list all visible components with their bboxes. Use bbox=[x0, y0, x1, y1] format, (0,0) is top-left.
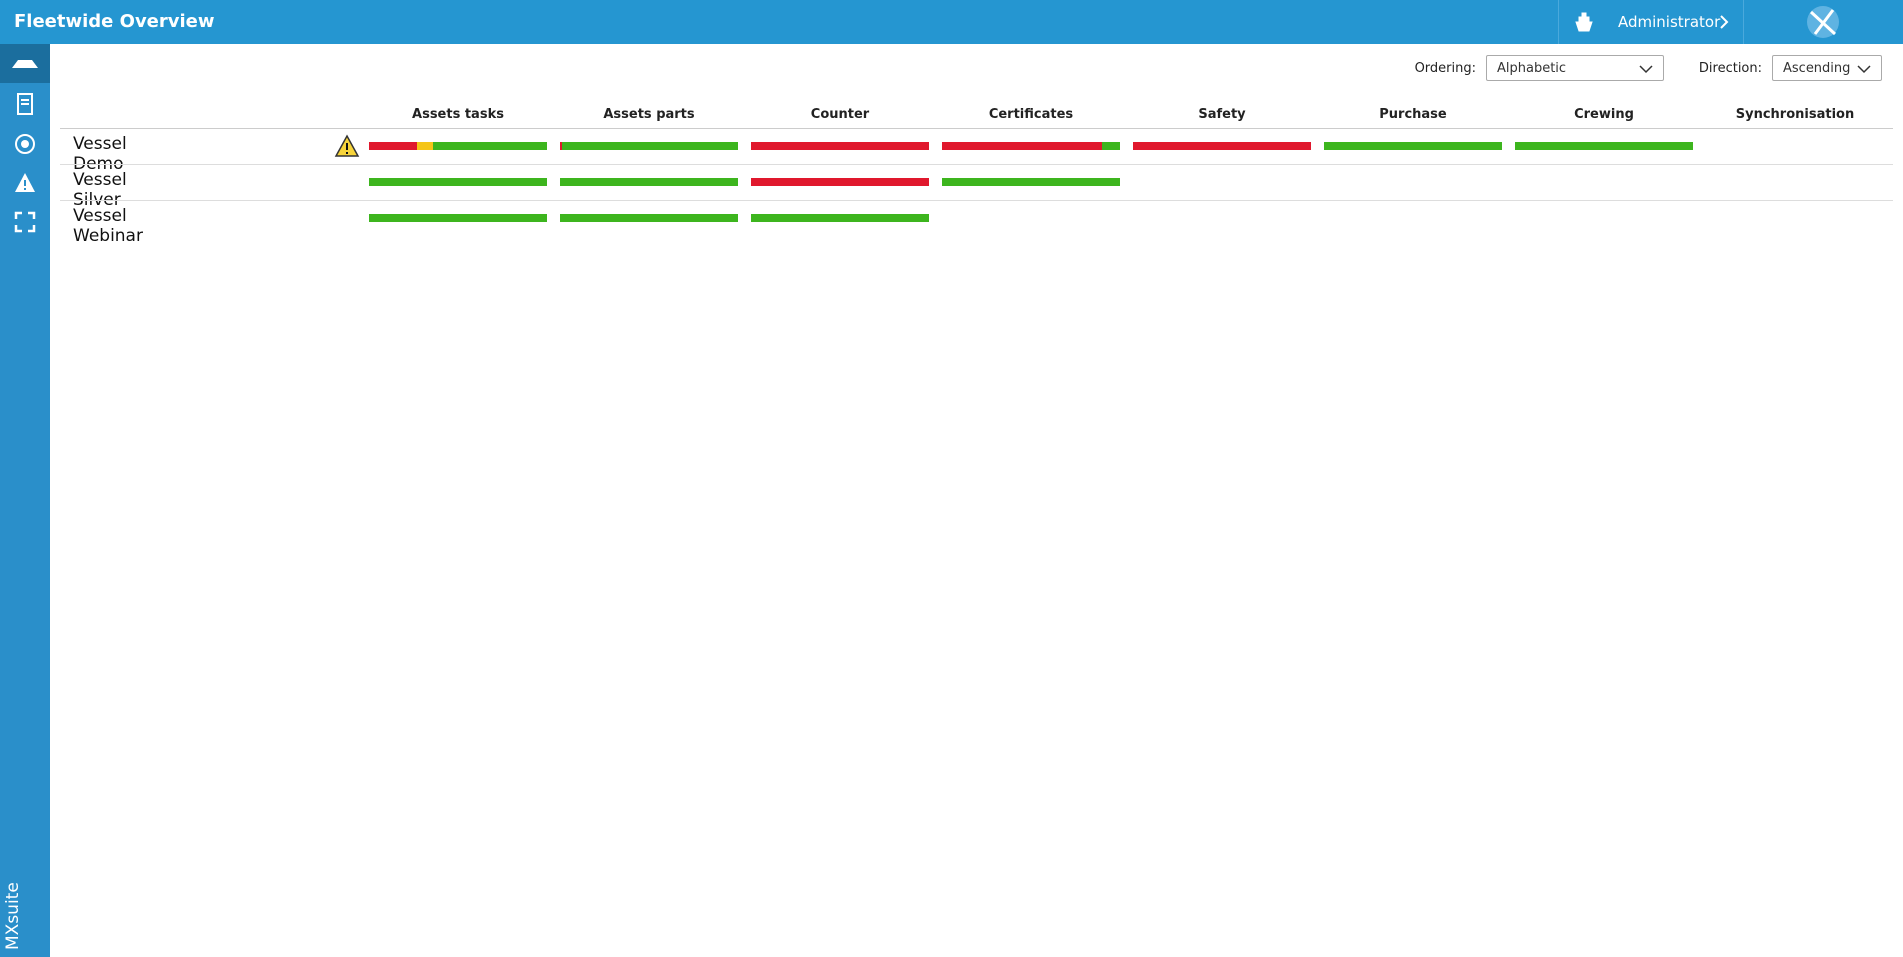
status-segment bbox=[561, 142, 738, 150]
ordering-select[interactable]: Alphabetic bbox=[1486, 55, 1664, 81]
status-segment bbox=[942, 142, 1103, 150]
status-segment bbox=[369, 178, 547, 186]
page-title: Fleetwide Overview bbox=[14, 11, 215, 32]
nav-alerts[interactable] bbox=[13, 171, 37, 195]
nav-budget[interactable] bbox=[13, 132, 37, 156]
divider bbox=[1743, 0, 1744, 44]
sidebar: MXsuite bbox=[0, 44, 50, 957]
nav-documents[interactable] bbox=[13, 92, 37, 116]
status-segment bbox=[417, 142, 434, 150]
status-segment bbox=[1324, 142, 1502, 150]
column-header: Assets tasks bbox=[412, 107, 504, 122]
nav-fullscreen[interactable] bbox=[13, 210, 37, 234]
status-segment bbox=[942, 178, 1120, 186]
divider bbox=[1558, 0, 1559, 44]
direction-label: Direction: bbox=[1698, 61, 1762, 76]
status-segment bbox=[433, 142, 547, 150]
brand: MXsuite bbox=[3, 882, 23, 950]
status-segment bbox=[369, 142, 418, 150]
vessel-name[interactable]: Vessel Webinar bbox=[73, 206, 143, 246]
status-segment bbox=[369, 214, 547, 222]
column-header: Purchase bbox=[1379, 107, 1447, 122]
status-segment bbox=[751, 214, 929, 222]
header-rule bbox=[60, 128, 1893, 129]
status-segment bbox=[560, 142, 562, 150]
row-rule bbox=[60, 164, 1893, 165]
status-segment bbox=[751, 142, 929, 150]
status-segment bbox=[560, 178, 738, 186]
column-header: Assets parts bbox=[603, 107, 695, 122]
direction-select[interactable]: Ascending bbox=[1772, 55, 1882, 81]
status-segment bbox=[751, 178, 929, 186]
vessel-name[interactable]: Vessel Silver bbox=[73, 170, 127, 210]
status-segment bbox=[560, 214, 738, 222]
column-header: Crewing bbox=[1574, 107, 1634, 122]
direction-value: Ascending bbox=[1783, 61, 1851, 76]
user-menu[interactable]: Administrator bbox=[1618, 13, 1721, 31]
vessel-name[interactable]: Vessel Demo bbox=[73, 134, 127, 174]
chevron bbox=[1720, 15, 1729, 29]
column-header: Counter bbox=[810, 107, 870, 122]
ordering-value: Alphabetic bbox=[1497, 61, 1567, 76]
status-segment bbox=[1515, 142, 1693, 150]
column-header: Certificates bbox=[988, 107, 1074, 122]
warning-icon bbox=[334, 134, 360, 162]
ordering-label: Ordering: bbox=[1414, 61, 1476, 76]
row-rule bbox=[60, 200, 1893, 201]
logo bbox=[1807, 6, 1839, 38]
column-header: Safety bbox=[1198, 107, 1246, 122]
top-bar: Fleetwide Overview Administrator bbox=[0, 0, 1903, 44]
vessel-icon[interactable] bbox=[1572, 10, 1596, 34]
column-header: Synchronisation bbox=[1735, 107, 1855, 122]
status-segment bbox=[1133, 142, 1311, 150]
nav-fleet[interactable] bbox=[0, 44, 50, 83]
status-segment bbox=[1102, 142, 1120, 150]
